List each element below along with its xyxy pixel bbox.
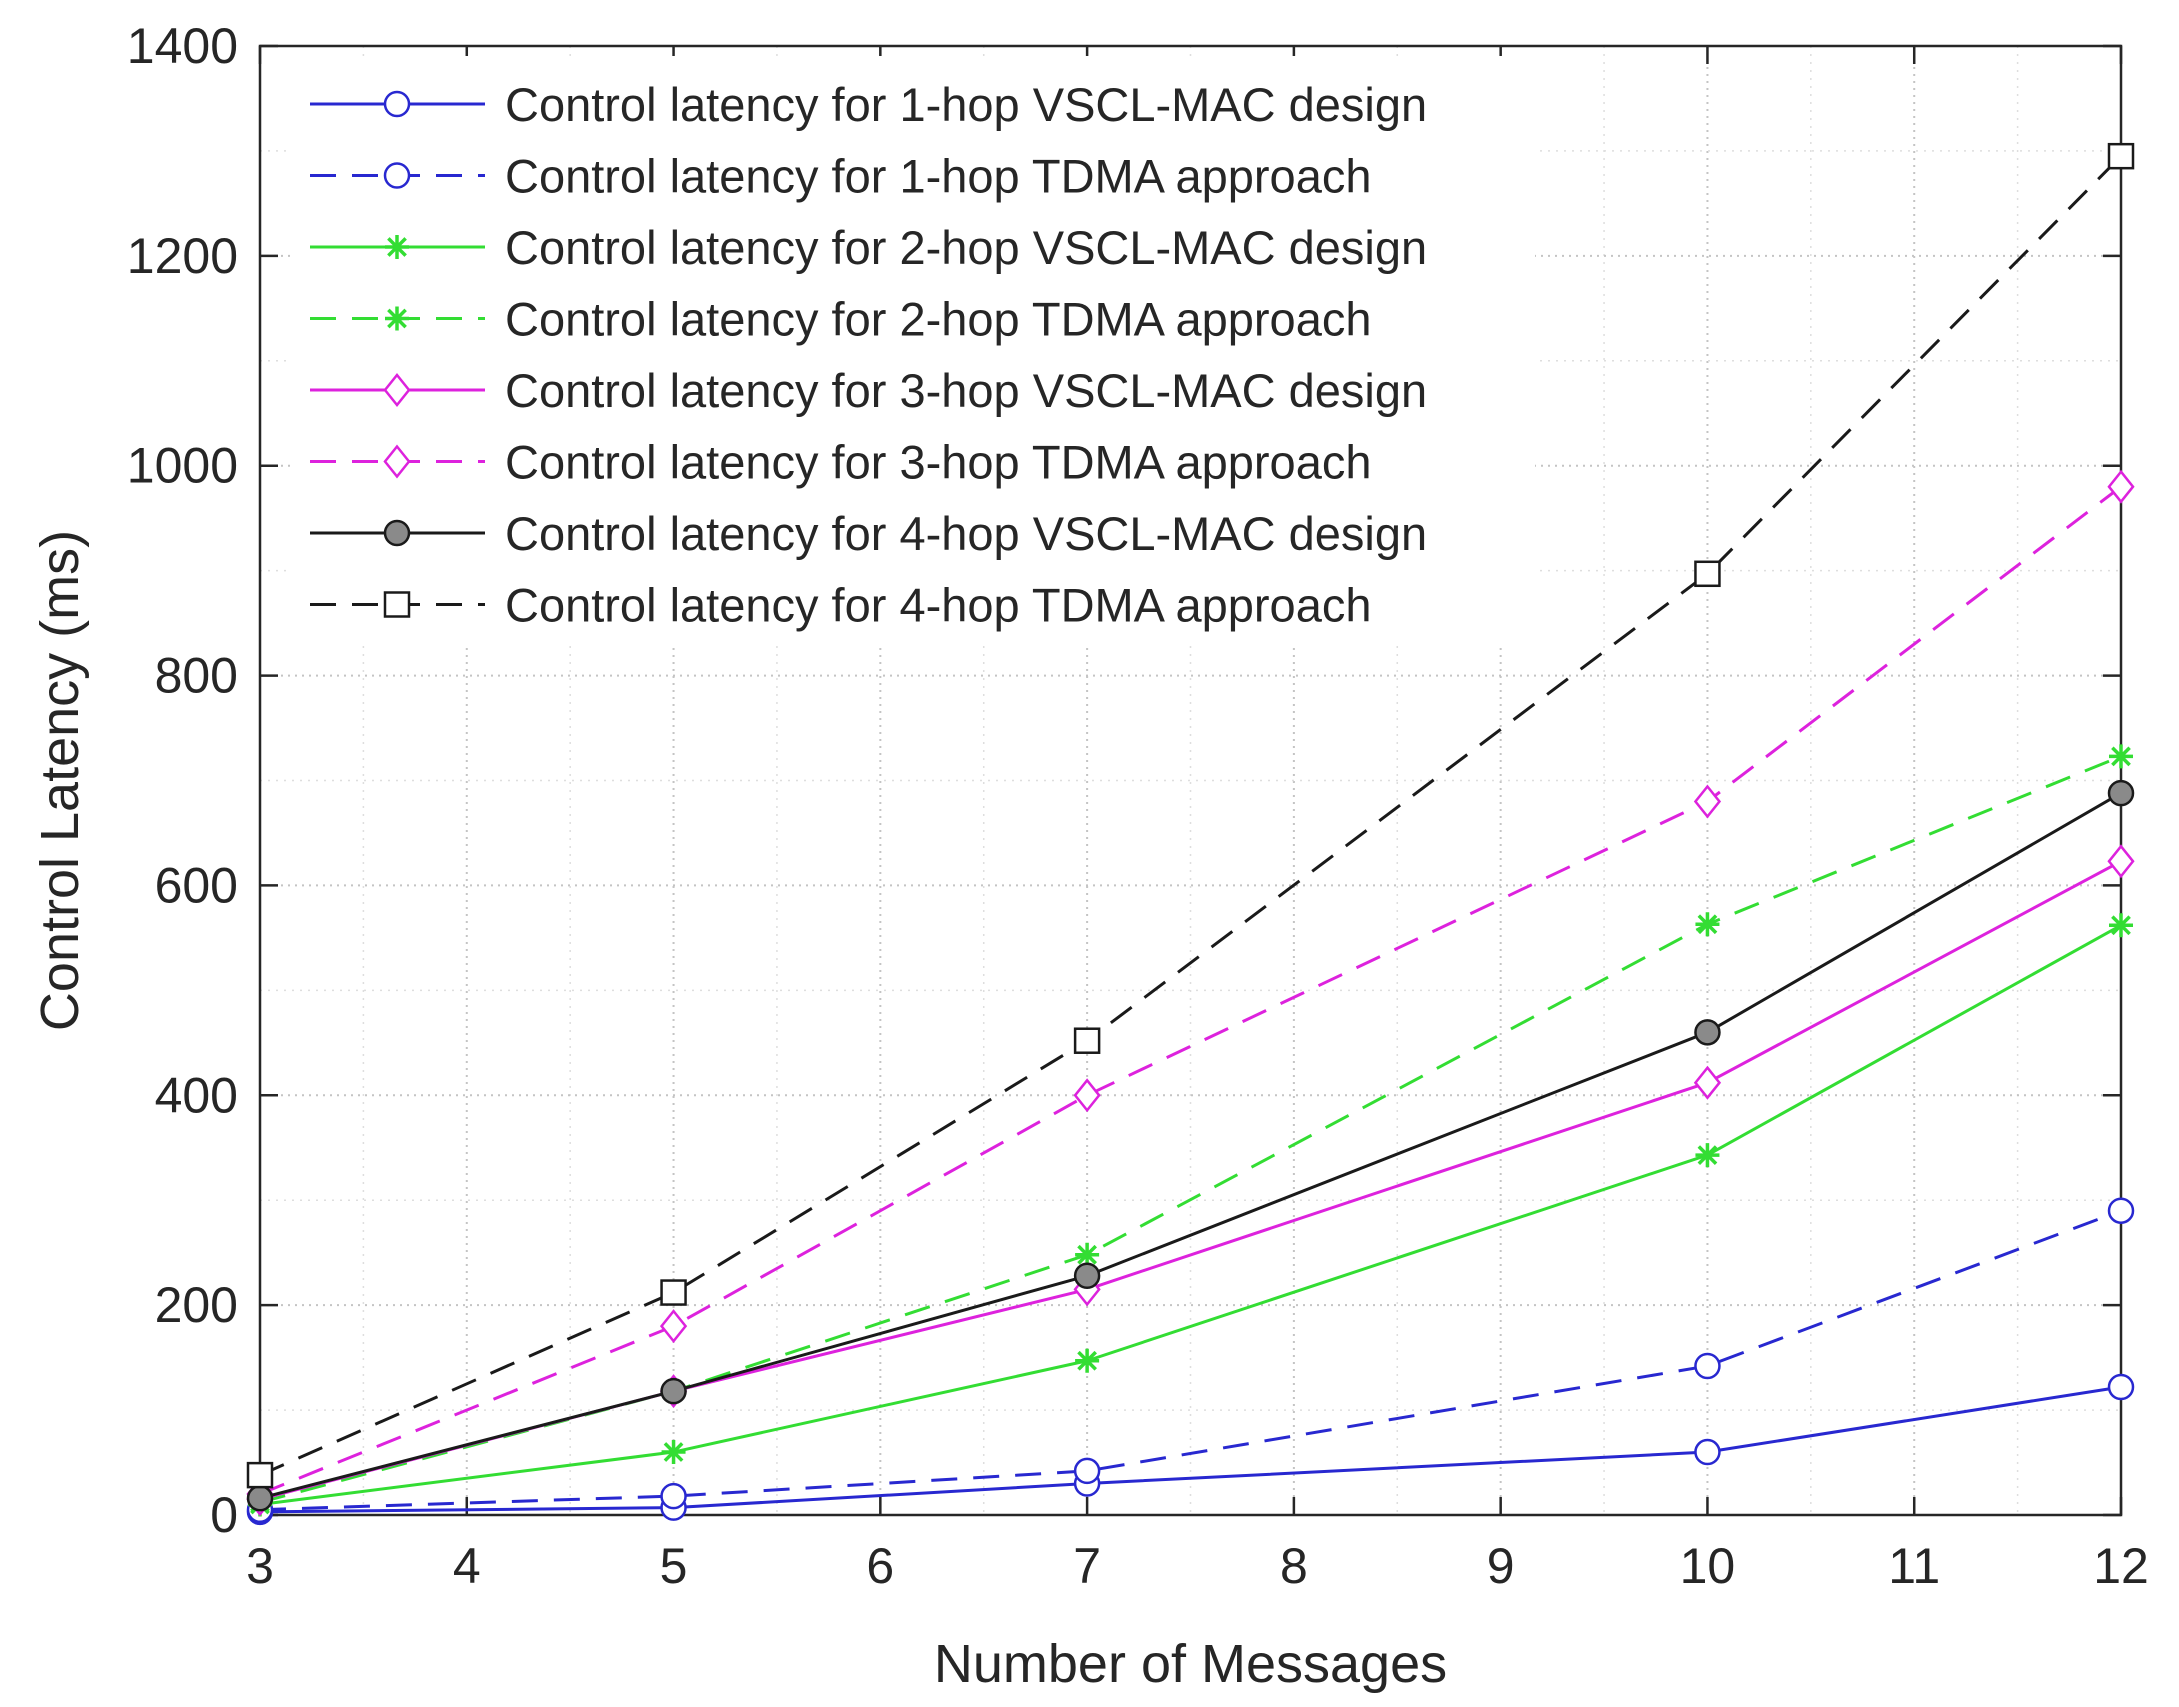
legend-item: Control latency for 1-hop TDMA approach: [310, 150, 1371, 203]
series-7-point: [246, 1484, 274, 1512]
series-7-point: [1073, 1262, 1101, 1290]
legend-item: Control latency for 2-hop VSCL-MAC desig…: [310, 221, 1427, 274]
legend-label: Control latency for 3-hop VSCL-MAC desig…: [505, 364, 1427, 417]
legend-item: Control latency for 2-hop TDMA approach: [310, 293, 1371, 346]
series-2-point: [1073, 1457, 1101, 1485]
legend-marker: [383, 519, 411, 547]
x-tick-label: 11: [1888, 1538, 1940, 1594]
series-7-point: [660, 1377, 687, 1405]
y-tick-label: 600: [155, 857, 238, 913]
legend-item: Control latency for 3-hop VSCL-MAC desig…: [310, 364, 1427, 417]
y-tick-label: 1200: [127, 228, 238, 284]
series-8-point: [1073, 1027, 1101, 1054]
x-tick-label: 3: [246, 1538, 274, 1594]
x-tick-label: 9: [1487, 1538, 1515, 1594]
legend-label: Control latency for 4-hop VSCL-MAC desig…: [505, 507, 1427, 560]
y-tick-label: 400: [155, 1067, 238, 1123]
legend-marker: [385, 306, 409, 331]
series-3-point: [2109, 913, 2133, 938]
y-axis-ticks: 0 200 400 600 800 1000 1200 1400: [127, 18, 2121, 1543]
x-tick-label: 4: [453, 1538, 481, 1594]
series-8-point: [2107, 142, 2135, 170]
legend-label: Control latency for 2-hop VSCL-MAC desig…: [505, 221, 1427, 274]
x-tick-label: 6: [866, 1538, 894, 1594]
series-6: [246, 469, 2135, 1512]
legend-item: Control latency for 4-hop VSCL-MAC desig…: [310, 507, 1427, 560]
series-2-point: [2107, 1197, 2135, 1224]
series-6-line: [259, 485, 2122, 1496]
legend-box: [290, 56, 1535, 644]
legend-marker: [383, 591, 411, 618]
series-5-point: [1693, 1065, 1722, 1100]
series-7-point: [2107, 779, 2135, 807]
legend-marker: [383, 162, 411, 189]
series-6-point: [1073, 1078, 1101, 1113]
grid: [260, 46, 2121, 1515]
series-6-point: [659, 1309, 688, 1344]
series-6-point: [1693, 784, 1722, 819]
legend-label: Control latency for 1-hop VSCL-MAC desig…: [505, 78, 1427, 131]
series-8: [246, 142, 2135, 1489]
x-tick-label: 7: [1073, 1538, 1101, 1594]
y-tick-label: 1000: [127, 438, 238, 494]
series-2: [246, 1197, 2135, 1524]
series-layer: [246, 142, 2135, 1526]
y-tick-label: 0: [210, 1487, 238, 1543]
series-8-point: [1694, 560, 1721, 588]
series-3-point: [661, 1440, 686, 1465]
x-tick-label: 10: [1680, 1538, 1736, 1594]
series-4-point: [1075, 1242, 1100, 1267]
x-tick-label: 5: [660, 1538, 688, 1594]
series-7: [246, 779, 2135, 1512]
x-axis-ticks: 3 4 5 6 7 8 9 10 11 12: [246, 46, 2149, 1594]
legend-label: Control latency for 2-hop TDMA approach: [505, 293, 1371, 346]
series-7-point: [1694, 1019, 1721, 1046]
series-3-point: [1075, 1348, 1100, 1373]
series-2-point: [660, 1482, 687, 1510]
series-8-point: [660, 1279, 687, 1306]
legend-item: Control latency for 4-hop TDMA approach: [310, 579, 1371, 632]
y-tick-label: 800: [155, 648, 238, 704]
series-1-point: [1694, 1438, 1721, 1466]
legend-label: Control latency for 1-hop TDMA approach: [505, 150, 1371, 203]
series-5-point: [2107, 844, 2135, 879]
y-axis-label: Control Latency (ms): [30, 530, 90, 1031]
legend: Control latency for 1-hop VSCL-MAC desig…: [290, 56, 1535, 644]
series-2-line: [259, 1209, 2122, 1512]
x-axis-label: Number of Messages: [934, 1634, 1447, 1694]
legend-label: Control latency for 3-hop TDMA approach: [505, 436, 1371, 489]
legend-marker: [383, 444, 411, 479]
series-2-point: [1694, 1352, 1721, 1380]
series-3: [248, 913, 2133, 1517]
legend-marker: [383, 372, 411, 408]
legend-item: Control latency for 1-hop VSCL-MAC desig…: [310, 78, 1427, 131]
x-tick-label: 12: [2093, 1538, 2149, 1594]
x-tick-label: 8: [1280, 1538, 1308, 1594]
series-1-point: [2107, 1373, 2135, 1401]
series-8-point: [246, 1461, 274, 1489]
legend-marker: [383, 90, 411, 118]
legend-marker: [385, 235, 409, 259]
series-3-point: [1695, 1143, 1720, 1168]
y-tick-label: 200: [155, 1277, 238, 1333]
y-tick-label: 1400: [127, 18, 238, 74]
series-4-point: [1695, 912, 1720, 937]
series-6-point: [2107, 469, 2135, 504]
legend-label: Control latency for 4-hop TDMA approach: [505, 579, 1371, 632]
legend-item: Control latency for 3-hop TDMA approach: [310, 436, 1371, 489]
series-4-point: [2109, 744, 2133, 769]
